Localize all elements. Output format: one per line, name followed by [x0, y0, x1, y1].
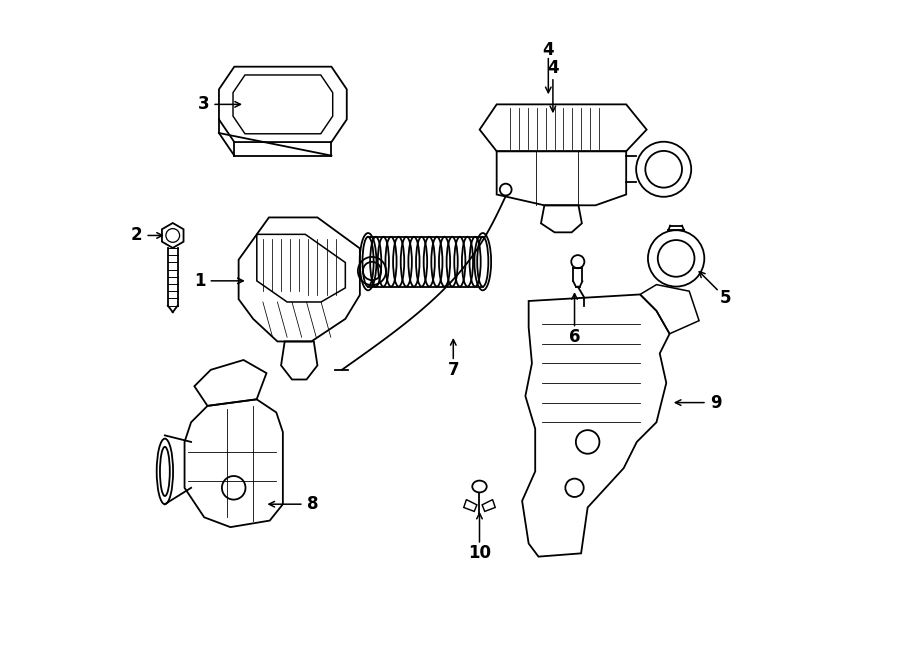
Text: 5: 5	[719, 289, 731, 307]
Text: 1: 1	[194, 272, 205, 290]
Text: 4: 4	[547, 59, 559, 77]
Text: 9: 9	[709, 393, 721, 412]
Text: 10: 10	[468, 545, 491, 563]
Text: 3: 3	[198, 95, 210, 114]
Text: 2: 2	[130, 227, 142, 245]
Text: 7: 7	[447, 361, 459, 379]
Text: 8: 8	[307, 495, 318, 513]
Text: 6: 6	[569, 328, 580, 346]
Text: 4: 4	[543, 41, 554, 59]
